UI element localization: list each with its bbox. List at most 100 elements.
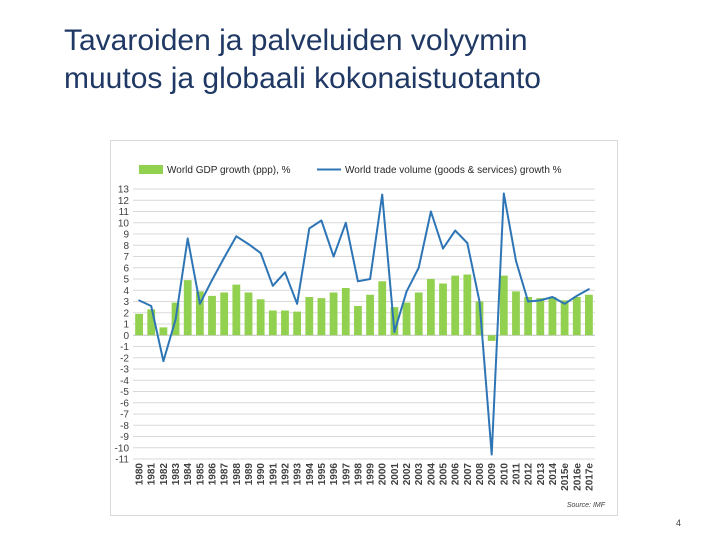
gdp-bar [341,288,350,336]
trade-point [588,288,590,291]
y-tick-label: 6 [123,263,129,274]
x-tick-label: 1989 [244,463,255,486]
trade-point [369,278,371,280]
legend-gdp-swatch [139,165,163,174]
trade-point [527,300,530,303]
y-tick-label: 4 [123,286,129,297]
gdp-bar [536,298,545,336]
gdp-bar [354,306,362,336]
x-tick-label: 1998 [353,463,364,486]
y-tick-label: 2 [123,308,129,319]
x-tick-label: 2005 [439,463,450,486]
trade-point [308,227,311,230]
x-tick-label: 2004 [426,463,437,486]
legend-trade-label: World trade volume (goods & services) gr… [345,165,562,176]
y-tick-label: 8 [123,241,129,252]
trade-point [563,302,566,305]
trade-gdp-chart: 131211109876543210-1-2-3-4-5-6-7-8-9-10-… [115,165,606,509]
x-tick-label: 1999 [366,463,377,486]
trade-point [405,290,408,293]
x-tick-label: 1983 [171,463,182,486]
gdp-bar [244,292,253,336]
y-tick-label: -7 [120,410,129,421]
y-tick-label: 3 [123,297,129,308]
x-tick-label: 1990 [256,463,267,486]
y-tick-label: -1 [120,342,129,353]
trade-point [284,271,286,274]
trade-point [247,243,250,246]
trade-point [138,299,140,302]
gdp-bar [268,310,277,336]
trade-point [393,330,396,333]
gdp-bar [439,283,447,336]
y-tick-label: 0 [123,331,129,342]
x-tick-label: 2014 [548,463,559,486]
trade-point [417,266,420,269]
x-tick-label: 2011 [511,463,522,485]
x-tick-label: 1996 [329,463,340,486]
slide-title-line-1: Tavaroiden ja palveluiden volyymin [64,24,528,57]
x-tick-label: 2000 [378,463,389,486]
trade-point [515,260,517,262]
slide-title-line-2: muutos ja globaali kokonaistuotanto [64,62,541,95]
gdp-bar [183,280,192,336]
trade-point [344,221,347,224]
trade-point [223,256,226,259]
x-tick-label: 2017e [584,463,595,491]
trade-point [259,252,262,255]
y-tick-label: 7 [123,252,129,263]
x-tick-label: 1992 [280,463,291,486]
x-tick-label: 1981 [147,463,158,486]
gdp-bar [475,301,484,336]
trade-point [575,294,578,297]
y-tick-label: -9 [120,432,129,443]
x-tick-label: 2007 [463,463,474,486]
gdp-bar [426,279,435,336]
gdp-bar [281,310,289,336]
gdp-bars [135,274,593,341]
x-tick-label: 2009 [487,463,498,486]
gdp-bar [317,298,326,336]
x-tick-label: 2002 [402,463,413,486]
gdp-bar [256,299,265,336]
gdp-bar [135,313,143,336]
gdp-bar [293,311,302,336]
y-tick-label: 9 [123,230,129,241]
gdp-bar [463,274,472,336]
y-axis-ticks: 131211109876543210-1-2-3-4-5-6-7-8-9-10-… [115,185,130,466]
x-tick-label: 2015e [560,463,571,491]
trade-point [320,219,323,222]
x-tick-label: 1993 [293,463,304,486]
gdp-bar [147,309,156,336]
trade-point [198,302,201,305]
y-tick-label: 1 [123,320,129,331]
trade-point [271,284,274,287]
gdp-bar [220,292,229,336]
y-tick-label: 13 [118,185,130,196]
trade-point [332,255,335,258]
gdp-bar [329,292,338,336]
x-tick-label: 2006 [451,463,462,486]
source-label: Source: IMF [567,502,606,509]
y-tick-label: -8 [120,421,129,432]
trade-point [150,305,153,307]
y-tick-label: -10 [115,443,130,454]
trade-point [454,229,457,232]
trade-point [296,302,299,305]
y-tick-label: -5 [120,387,129,398]
gdp-bar [524,297,533,336]
trade-point [466,242,469,244]
gdp-bar [366,294,374,336]
x-tick-label: 1980 [135,463,146,486]
trade-point [490,453,493,456]
gdp-bar [232,284,241,336]
x-tick-label: 1994 [305,463,316,486]
gdp-bar [378,281,387,336]
x-tick-label: 1988 [232,463,243,486]
x-tick-label: 1984 [183,463,194,486]
trade-point [162,360,165,363]
trade-point [478,300,481,303]
legend-gdp-label: World GDP growth (ppp), % [167,165,291,176]
gdp-bar [402,302,411,336]
trade-point [551,296,554,298]
